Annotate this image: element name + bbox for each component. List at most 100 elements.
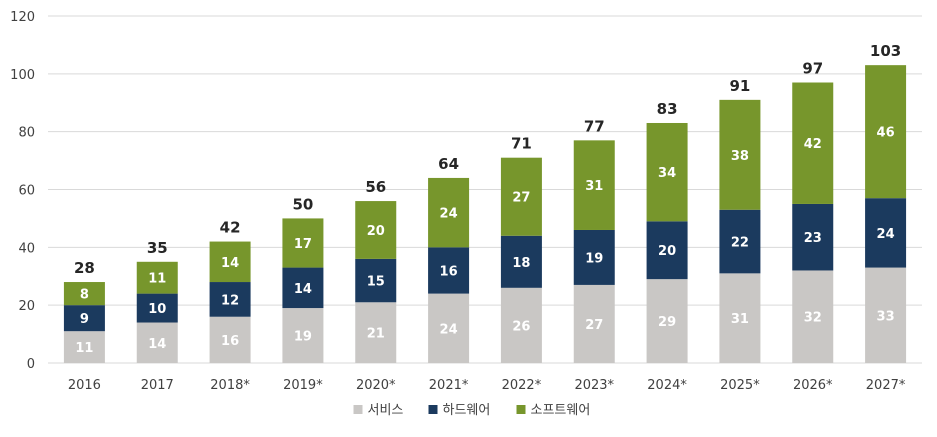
x-tick-label: 2018* (210, 378, 250, 393)
segment-value-label: 16 (221, 334, 239, 349)
segment-value-label: 10 (148, 302, 166, 317)
bar-segment (719, 99, 761, 210)
total-value-label: 71 (511, 135, 532, 153)
segment-value-label: 24 (440, 207, 458, 222)
segment-value-label: 19 (585, 251, 603, 266)
total-value-label: 35 (147, 239, 168, 257)
segment-value-label: 17 (294, 237, 312, 252)
x-tick-label: 2025* (720, 378, 760, 393)
bar-segment (865, 65, 907, 199)
bar-segment (63, 282, 105, 306)
bar-segment (428, 293, 470, 363)
total-value-label: 77 (584, 117, 605, 135)
segment-value-label: 24 (440, 322, 458, 337)
bar-segment (136, 293, 178, 323)
segment-value-label: 14 (148, 337, 166, 352)
y-tick-label: 40 (18, 241, 35, 256)
segment-value-label: 27 (585, 318, 603, 333)
bar-segment (719, 209, 761, 274)
x-axis-ticks: 2016 2017 2018* 2019* 2020* 2021* 2022* 2023* 20… (68, 378, 906, 393)
legend-swatch (353, 405, 363, 414)
bar-segment (792, 203, 834, 271)
y-tick-label: 120 (10, 10, 35, 25)
bar-segment (865, 267, 907, 363)
bar-segment (428, 247, 470, 294)
bar-segment (209, 282, 251, 317)
segment-value-label: 26 (512, 319, 530, 334)
bar-segment (355, 201, 397, 259)
bar-segment (646, 122, 688, 222)
x-tick-label: 2024* (647, 378, 687, 393)
segment-value-label: 20 (367, 224, 385, 239)
segment-value-label: 27 (512, 191, 530, 206)
y-tick-label: 60 (18, 184, 35, 199)
gridlines (48, 15, 922, 364)
y-tick-label: 80 (18, 126, 35, 141)
x-tick-label: 2016 (68, 378, 101, 393)
legend: 서비스 하드웨어 소프트웨어 (353, 403, 591, 418)
x-tick-label: 2022* (502, 378, 542, 393)
segment-value-label: 11 (148, 272, 166, 287)
legend-label: 하드웨어 (443, 403, 491, 418)
bar-segment (282, 267, 324, 309)
bar-segment (719, 273, 761, 363)
legend-label: 소프트웨어 (531, 403, 591, 418)
bar-segment (355, 302, 397, 363)
x-tick-label: 2020* (356, 378, 396, 393)
y-axis-ticks: 0 20 40 60 80 100 120 (10, 10, 35, 372)
segment-value-label: 12 (221, 293, 239, 308)
bar-segment (573, 140, 615, 230)
segment-value-label: 11 (75, 341, 93, 356)
x-tick-label: 2027* (866, 378, 906, 393)
bar-segment (792, 82, 834, 204)
x-tick-label: 2019* (283, 378, 323, 393)
total-value-label: 28 (74, 259, 95, 277)
segment-value-label: 33 (877, 309, 895, 324)
x-tick-label: 2023* (574, 378, 614, 393)
segment-value-label: 16 (440, 264, 458, 279)
bar-segment (63, 331, 105, 363)
segment-value-label: 46 (877, 126, 895, 141)
segment-value-label: 14 (294, 282, 312, 297)
bar-segment (573, 284, 615, 363)
bar-segment (282, 218, 324, 268)
total-value-label: 83 (657, 100, 678, 118)
bar-segment (500, 157, 542, 236)
segment-value-label: 23 (804, 231, 822, 246)
bar-segment (646, 279, 688, 363)
y-tick-label: 100 (10, 68, 35, 83)
total-value-label: 50 (292, 195, 313, 213)
bar-segment (573, 229, 615, 285)
bar-segment (136, 261, 178, 294)
bars (63, 65, 907, 363)
segment-value-label: 31 (731, 312, 749, 327)
total-value-label: 64 (438, 155, 459, 173)
bar-segment (355, 258, 397, 303)
legend-swatch (428, 405, 438, 414)
segment-value-label: 15 (367, 275, 385, 290)
bar-segment (646, 221, 688, 280)
bar-segment (500, 235, 542, 288)
total-value-label: 56 (365, 178, 386, 196)
segment-value-label: 8 (80, 288, 89, 303)
bar-segment (209, 316, 251, 363)
segment-value-label: 32 (804, 311, 822, 326)
segment-value-label: 34 (658, 166, 676, 181)
segment-value-label: 20 (658, 244, 676, 259)
total-value-label: 103 (870, 42, 901, 60)
x-tick-label: 2017 (141, 378, 174, 393)
y-tick-label: 20 (18, 299, 35, 314)
segment-value-label: 29 (658, 315, 676, 330)
total-value-label: 91 (729, 77, 750, 95)
segment-value-label: 38 (731, 149, 749, 164)
segment-value-label: 42 (804, 137, 822, 152)
bar-segment (865, 198, 907, 268)
segment-value-label: 9 (80, 312, 89, 327)
x-tick-label: 2026* (793, 378, 833, 393)
legend-label: 서비스 (368, 403, 404, 418)
bar-segment (428, 177, 470, 248)
data-labels: 11 9 8 28 14 10 11 35 16 12 14 42 19 14 17 50 21 15 20 56 24… (74, 42, 901, 356)
legend-swatch (516, 405, 526, 414)
bar-segment (282, 308, 324, 363)
